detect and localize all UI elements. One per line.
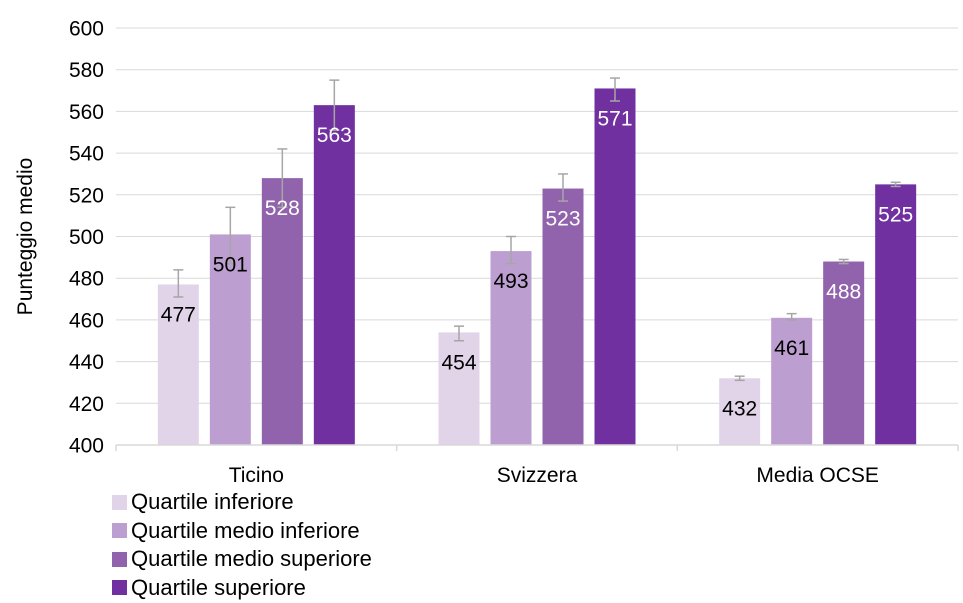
y-tick-label: 420 bbox=[69, 393, 104, 416]
legend-label: Quartile medio inferiore bbox=[131, 517, 360, 543]
legend-label: Quartile medio superiore bbox=[131, 546, 372, 572]
legend-item: Quartile medio inferiore bbox=[112, 517, 372, 546]
y-axis-label: Punteggio medio bbox=[14, 158, 37, 316]
bar bbox=[209, 234, 251, 445]
y-tick-label: 600 bbox=[69, 18, 104, 41]
legend-item: Quartile inferiore bbox=[112, 488, 372, 517]
bar bbox=[875, 184, 917, 445]
y-tick-label: 580 bbox=[69, 59, 104, 82]
bar bbox=[542, 188, 584, 446]
bar bbox=[823, 261, 865, 445]
data-label: 525 bbox=[878, 203, 913, 226]
data-label: 563 bbox=[317, 124, 352, 147]
legend-item: Quartile medio superiore bbox=[112, 545, 372, 574]
data-label: 477 bbox=[161, 303, 196, 326]
x-tick-label: Media OCSE bbox=[756, 464, 879, 487]
x-tick-label: Svizzera bbox=[497, 464, 578, 487]
bar bbox=[261, 178, 303, 445]
data-label: 432 bbox=[722, 397, 757, 420]
y-tick-label: 500 bbox=[69, 226, 104, 249]
data-label: 528 bbox=[265, 197, 300, 220]
y-tick-label: 460 bbox=[69, 309, 104, 332]
bar bbox=[157, 284, 199, 445]
bar bbox=[490, 251, 532, 445]
bar bbox=[438, 332, 480, 445]
legend-item: Quartile superiore bbox=[112, 574, 372, 603]
y-tick-label: 560 bbox=[69, 101, 104, 124]
legend-swatch bbox=[112, 580, 127, 596]
legend-label: Quartile inferiore bbox=[131, 489, 294, 515]
legend-swatch bbox=[112, 551, 127, 567]
y-tick-label: 520 bbox=[69, 184, 104, 207]
data-label: 571 bbox=[597, 107, 632, 130]
bar bbox=[719, 378, 761, 445]
data-label: 493 bbox=[493, 270, 528, 293]
y-tick-label: 440 bbox=[69, 351, 104, 374]
data-label: 523 bbox=[545, 208, 580, 231]
bar bbox=[771, 317, 813, 445]
data-label: 488 bbox=[826, 281, 861, 304]
bar bbox=[594, 88, 636, 445]
y-tick-label: 400 bbox=[69, 435, 104, 458]
y-tick-label: 480 bbox=[69, 268, 104, 291]
legend: Quartile inferiore Quartile medio inferio… bbox=[112, 488, 372, 602]
legend-swatch bbox=[112, 523, 127, 539]
data-label: 454 bbox=[441, 351, 476, 374]
legend-label: Quartile superiore bbox=[131, 574, 306, 600]
data-label: 501 bbox=[213, 253, 248, 276]
x-tick-label: Ticino bbox=[229, 464, 284, 487]
y-tick-label: 540 bbox=[69, 143, 104, 166]
legend-swatch bbox=[112, 494, 127, 510]
bar bbox=[313, 105, 355, 446]
data-label: 461 bbox=[774, 337, 809, 360]
